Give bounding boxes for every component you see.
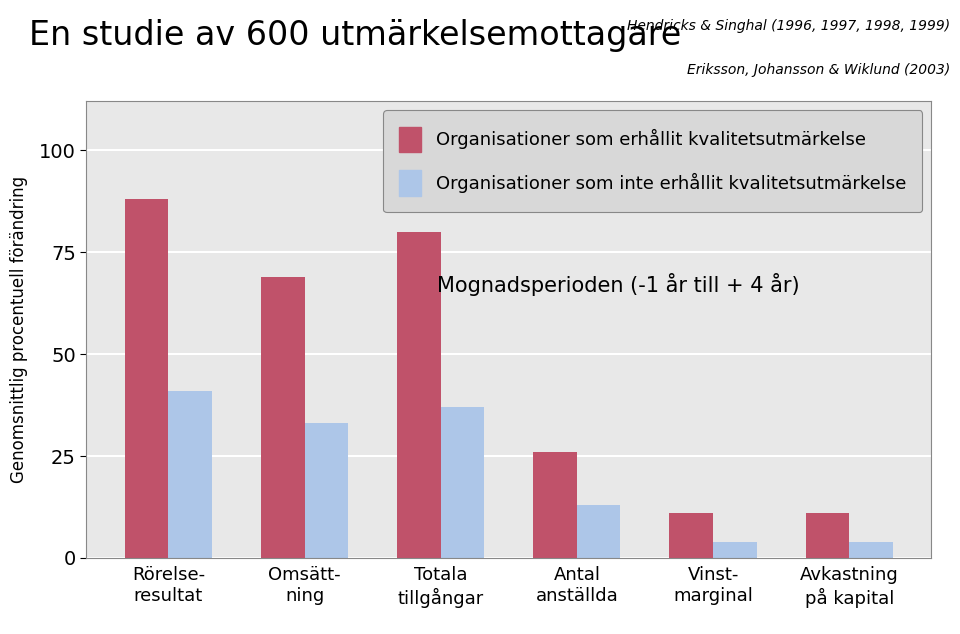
Bar — [669, 513, 713, 558]
Bar — [713, 541, 756, 558]
Bar — [168, 391, 212, 558]
Text: Mognadsperioden (-1 år till + 4 år): Mognadsperioden (-1 år till + 4 år) — [438, 273, 800, 295]
Bar — [577, 505, 620, 558]
Text: Hendricks & Singhal (1996, 1997, 1998, 1999): Hendricks & Singhal (1996, 1997, 1998, 1… — [627, 19, 950, 33]
Bar — [261, 276, 304, 558]
Bar — [850, 541, 893, 558]
Bar — [805, 513, 850, 558]
Bar — [534, 452, 577, 558]
Text: En studie av 600 utmärkelsemottagare: En studie av 600 utmärkelsemottagare — [29, 19, 681, 52]
Bar — [125, 199, 168, 558]
Bar — [304, 424, 348, 558]
Bar — [397, 232, 441, 558]
Legend: Organisationer som erhållit kvalitetsutmärkelse, Organisationer som inte erhålli: Organisationer som erhållit kvalitetsutm… — [383, 110, 923, 212]
Text: Eriksson, Johansson & Wiklund (2003): Eriksson, Johansson & Wiklund (2003) — [687, 63, 950, 77]
Y-axis label: Genomsnittlig procentuell förändring: Genomsnittlig procentuell förändring — [10, 176, 28, 483]
Bar — [441, 407, 484, 558]
